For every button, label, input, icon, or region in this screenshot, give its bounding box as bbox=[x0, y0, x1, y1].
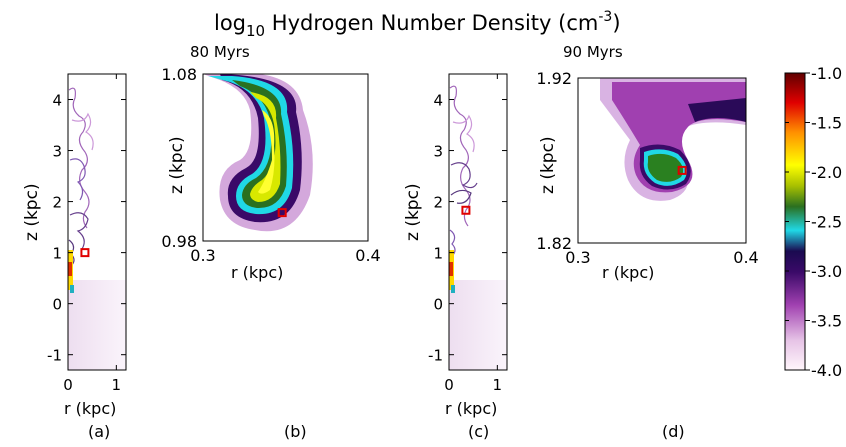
panel-b-peak bbox=[258, 110, 275, 194]
panel-c-xlabel: r (kpc) bbox=[445, 399, 497, 418]
panel-a-xlabel: r (kpc) bbox=[64, 399, 116, 418]
colorbar-tick-label: -1.0 bbox=[811, 64, 842, 83]
x-tick-label: 0.3 bbox=[190, 246, 215, 265]
panel-d-ylabel: z (kpc) bbox=[538, 136, 558, 194]
panel-a-label: (a) bbox=[88, 422, 110, 441]
panel-c-marker bbox=[461, 205, 471, 215]
y-tick-label: 0.98 bbox=[161, 232, 197, 251]
panel-b-marker bbox=[277, 208, 287, 218]
colorbar: -1.0 -1.5 -2.0 -2.5 -3.0 -3.5 -4.0 bbox=[784, 64, 842, 380]
colorbar-tick-label: -1.5 bbox=[811, 114, 842, 133]
panel-a-dense-core bbox=[68, 250, 74, 293]
panel-d-frame bbox=[577, 77, 747, 244]
panel-a-filaments bbox=[68, 87, 94, 267]
panel-b-ylabel: z (kpc) bbox=[167, 136, 187, 194]
panel-c-label: (c) bbox=[468, 422, 489, 441]
panel-d-time-label: 90 Myrs bbox=[563, 43, 623, 61]
panel-c-bg-halo bbox=[449, 280, 507, 370]
x-tick-label: 0.3 bbox=[565, 248, 590, 267]
panel-a-marker bbox=[80, 248, 90, 258]
figure-title: log10 Hydrogen Number Density (cm-3) bbox=[214, 9, 621, 40]
y-tick-label: 3 bbox=[433, 143, 443, 161]
panel-c-y-ticks: 4 3 2 1 0 -1 bbox=[428, 92, 507, 365]
panel-d-x-ticks: 0.3 0.4 bbox=[565, 78, 759, 267]
y-tick-label: 4 bbox=[433, 92, 443, 110]
colorbar-tick-label: -2.0 bbox=[811, 163, 842, 182]
y-tick-label: -1 bbox=[428, 347, 443, 365]
colorbar-tick-label: -3.5 bbox=[811, 312, 842, 331]
panel-c-frame bbox=[448, 73, 508, 371]
x-tick-label: 1 bbox=[493, 376, 503, 394]
panel-d-xlabel: r (kpc) bbox=[602, 263, 654, 282]
panel-d-label: (d) bbox=[662, 422, 685, 441]
panel-b-label: (b) bbox=[284, 422, 307, 441]
y-tick-label: 1.08 bbox=[161, 65, 197, 84]
x-tick-label: 0.4 bbox=[733, 248, 758, 267]
x-tick-label: 0.4 bbox=[355, 246, 380, 265]
panel-a-frame bbox=[67, 73, 127, 371]
panel-b-time-label: 80 Myrs bbox=[190, 43, 250, 61]
y-tick-label: 4 bbox=[52, 92, 62, 110]
panel-d-y-ticks: 1.92 1.82 bbox=[536, 69, 746, 253]
panel-b-y-ticks: 1.08 0.98 bbox=[161, 65, 368, 251]
panel-c-filaments bbox=[449, 85, 478, 257]
panel-c-dense-core bbox=[449, 250, 455, 293]
y-tick-label: 2 bbox=[433, 194, 443, 212]
panel-a-y-ticks: 4 3 2 1 0 -1 bbox=[47, 92, 126, 365]
panel-b-x-ticks: 0.3 0.4 bbox=[190, 74, 381, 265]
panel-c-ylabel: z (kpc) bbox=[403, 183, 423, 241]
x-tick-label: 0 bbox=[63, 376, 73, 394]
panel-b: 1.08 0.98 0.3 0.4 z (kpc) r (kpc) (b) bbox=[161, 65, 380, 441]
x-tick-label: 0 bbox=[444, 376, 454, 394]
panel-b-xlabel: r (kpc) bbox=[231, 263, 283, 282]
colorbar-tick-label: -4.0 bbox=[811, 361, 842, 380]
y-tick-label: 3 bbox=[52, 143, 62, 161]
panel-d-core bbox=[647, 153, 684, 182]
y-tick-label: -1 bbox=[47, 347, 62, 365]
panel-d-dark-arm bbox=[688, 98, 746, 122]
y-tick-label: 0 bbox=[52, 296, 62, 314]
panel-b-frame bbox=[202, 73, 369, 242]
y-tick-label: 1 bbox=[433, 245, 443, 263]
panel-a-bg-halo bbox=[68, 280, 126, 370]
y-tick-label: 0 bbox=[433, 296, 443, 314]
colorbar-tick-label: -3.0 bbox=[811, 262, 842, 281]
x-tick-label: 1 bbox=[112, 376, 122, 394]
panel-d-marker bbox=[677, 165, 687, 175]
y-tick-label: 1 bbox=[52, 245, 62, 263]
y-tick-label: 1.92 bbox=[536, 69, 572, 88]
panel-a-ylabel: z (kpc) bbox=[22, 183, 42, 241]
y-tick-label: 2 bbox=[52, 194, 62, 212]
y-tick-label: 1.82 bbox=[536, 234, 572, 253]
colorbar-tick-label: -2.5 bbox=[811, 213, 842, 232]
panel-d: 1.92 1.82 0.3 0.4 z (kpc) r (kpc) (d) bbox=[536, 69, 758, 441]
colorbar-ticks: -1.0 -1.5 -2.0 -2.5 -3.0 -3.5 -4.0 bbox=[785, 64, 842, 380]
